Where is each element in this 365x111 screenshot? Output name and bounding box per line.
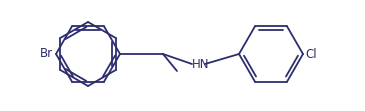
Text: HN: HN [192, 57, 210, 70]
Text: Br: Br [40, 48, 53, 60]
Text: Cl: Cl [305, 48, 316, 60]
